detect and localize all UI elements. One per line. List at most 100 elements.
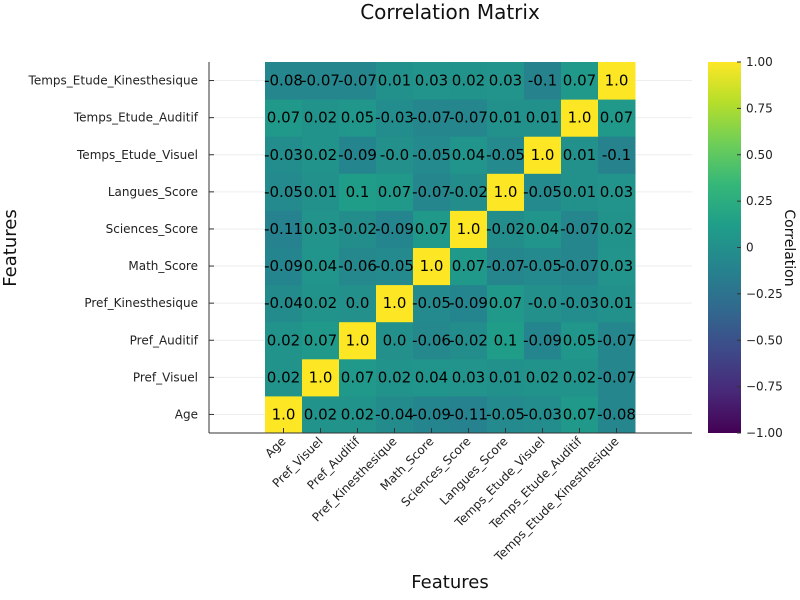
cell-value-label: 1.0 — [568, 109, 592, 127]
y-tick-label: Langues_Score — [108, 185, 198, 199]
cell-value-label: -0.07 — [560, 257, 599, 275]
heatmap-cell — [376, 62, 414, 100]
heatmap-cell — [598, 358, 636, 397]
heatmap-cell — [598, 284, 636, 323]
cell-value-label: -0.07 — [486, 257, 525, 275]
y-tick-label: Temps_Etude_Visuel — [76, 148, 198, 162]
cell-value-label: -0.1 — [602, 146, 631, 164]
cell-value-label: -0.05 — [523, 183, 562, 201]
heatmap-cell — [265, 136, 303, 174]
cell-value-label: 0.05 — [563, 331, 596, 349]
cell-value-label: -0.03 — [560, 294, 599, 312]
cell-value-label: -0.05 — [264, 183, 303, 201]
cell-value-label: -0.05 — [375, 257, 414, 275]
heatmap-cell — [339, 358, 377, 397]
heatmap-cell — [450, 247, 488, 286]
heatmap-cell-labels: 1.0 0.02 0.02 -0.04-0.09-0.11-0.05-0.03 0.07… — [264, 72, 636, 424]
heatmap-cell — [487, 247, 525, 286]
heatmap-cell — [265, 321, 303, 360]
cell-value-label: -0.09 — [412, 405, 451, 423]
heatmap-cell — [450, 210, 488, 248]
heatmap-cell — [339, 62, 377, 100]
y-axis-title: Features — [0, 209, 21, 286]
heatmap-cell — [561, 358, 599, 397]
colorbar-tick-label: 0.50 — [746, 148, 773, 162]
heatmap-cell — [376, 173, 414, 211]
heatmap-cell — [413, 136, 451, 174]
cell-value-label: -0.05 — [412, 146, 451, 164]
cell-value-label: 1.0 — [346, 331, 370, 349]
cell-value-label: 1.0 — [420, 257, 444, 275]
cell-value-label: -0.09 — [338, 146, 377, 164]
heatmap-cell — [487, 136, 525, 174]
cell-value-label: 0.04 — [452, 146, 485, 164]
cell-value-label: -0.04 — [264, 294, 303, 312]
cell-value-label: 0.03 — [304, 220, 337, 238]
cell-value-label: -0.03 — [264, 146, 303, 164]
cell-value-label: 0.07 — [452, 257, 485, 275]
cell-value-label: 1.0 — [383, 294, 407, 312]
cell-value-label: -0.09 — [449, 294, 488, 312]
cell-value-label: -0.0 — [380, 146, 409, 164]
heatmap-cell — [450, 173, 488, 211]
heatmap-cell — [450, 62, 488, 100]
heatmap-cell — [450, 358, 488, 397]
cell-value-label: 0.07 — [267, 109, 300, 127]
cell-value-label: 0.01 — [489, 109, 522, 127]
heatmap-cell — [302, 99, 340, 137]
heatmap-cell — [561, 99, 599, 137]
cell-value-label: -0.0 — [528, 294, 557, 312]
heatmap-cell — [487, 173, 525, 211]
cell-value-label: -0.04 — [375, 405, 414, 423]
heatmap-cell — [487, 210, 525, 248]
cell-value-label: -0.09 — [523, 331, 562, 349]
cell-value-label: 0.1 — [346, 183, 370, 201]
cell-value-label: 0.07 — [415, 220, 448, 238]
heatmap-cell — [487, 321, 525, 360]
cell-value-label: -0.07 — [412, 109, 451, 127]
heatmap-cell — [265, 284, 303, 323]
cell-value-label: 1.0 — [494, 183, 518, 201]
heatmap-cell — [302, 210, 340, 248]
heatmap-cell — [339, 210, 377, 248]
heatmap-cell — [302, 62, 340, 100]
heatmap-cell — [561, 136, 599, 174]
y-tick-label: Sciences_Score — [106, 222, 198, 236]
heatmap-cell — [413, 395, 451, 434]
heatmap-cell — [561, 321, 599, 360]
colorbar-tick-label: 0.75 — [746, 101, 773, 115]
cell-value-label: -0.09 — [264, 257, 303, 275]
heatmap-cell — [561, 210, 599, 248]
heatmap-cell — [450, 321, 488, 360]
heatmap-cell — [339, 284, 377, 323]
cell-value-label: -0.05 — [523, 257, 562, 275]
cell-value-label: -0.07 — [560, 220, 599, 238]
heatmap-cell — [524, 395, 562, 434]
cell-value-label: 0.01 — [526, 109, 559, 127]
heatmap-cell — [487, 395, 525, 434]
x-tick-label: Age — [262, 434, 288, 460]
cell-value-label: 1.0 — [457, 220, 481, 238]
heatmap-cell — [487, 62, 525, 100]
heatmap-cell — [450, 136, 488, 174]
cell-value-label: 0.01 — [563, 146, 596, 164]
heatmap-cell — [339, 136, 377, 174]
heatmap-cell — [376, 358, 414, 397]
heatmap-cell — [265, 210, 303, 248]
heatmap-cell — [376, 210, 414, 248]
cell-value-label: -0.05 — [412, 294, 451, 312]
heatmap-cell — [413, 358, 451, 397]
cell-value-label: -0.02 — [449, 331, 488, 349]
heatmap-cell — [376, 284, 414, 323]
colorbar-tick-label: 1.00 — [746, 55, 773, 69]
cell-value-label: 0.01 — [304, 183, 337, 201]
cell-value-label: 0.01 — [600, 294, 633, 312]
heatmap-cell — [413, 321, 451, 360]
cell-value-label: 0.03 — [452, 368, 485, 386]
cell-value-label: -0.08 — [597, 405, 636, 423]
cell-value-label: 0.07 — [378, 183, 411, 201]
heatmap-cell — [598, 173, 636, 211]
heatmap-cell — [524, 210, 562, 248]
cell-value-label: 0.01 — [378, 72, 411, 90]
heatmap-cell — [376, 136, 414, 174]
